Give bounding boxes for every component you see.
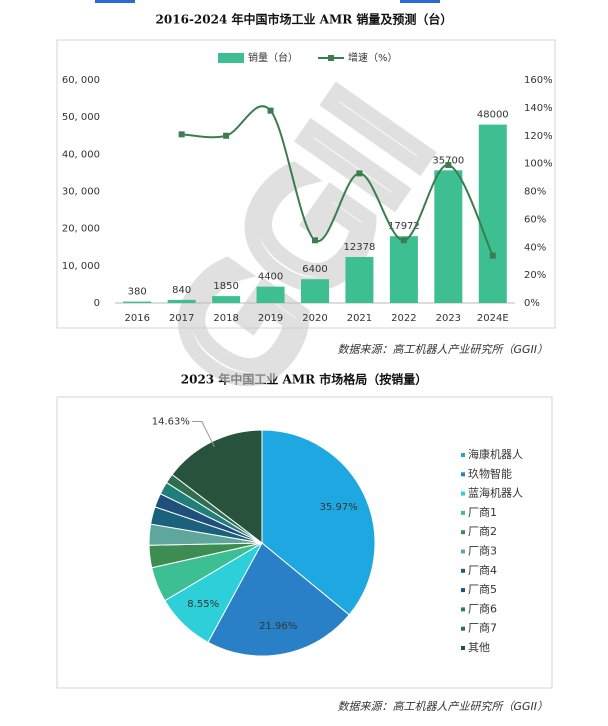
legend-label: 蓝海机器人 [468,486,523,500]
bar [212,296,241,303]
legend-swatch [461,453,465,457]
y-tick-label: 10, 000 [62,261,100,272]
legend-label: 厂商7 [468,621,497,635]
x-tick-label: 2024E [477,313,509,324]
value-label: 35700 [432,155,464,166]
value-label: 17972 [388,221,420,232]
marker [489,252,496,259]
legend-label: 玖物智能 [468,466,512,480]
slice [207,542,350,657]
value-label: 48000 [477,110,509,121]
chart-title: 2016-2024 年中国市场工业 AMR 销量及预测（台） [156,12,453,27]
x-tick-label: 2020 [302,313,327,324]
y2-tick-label: 120% [524,131,553,142]
y-tick-label: 20, 000 [62,224,100,235]
marker [178,131,185,138]
legend-swatch [461,491,465,496]
bar [123,301,152,303]
slice [261,429,376,616]
bar [389,236,418,303]
y2-tick-label: 0% [524,298,540,309]
bar [434,170,463,303]
source: 数据来源：高工机器人产业研究所（GGII） [337,700,548,713]
legend-swatch [461,646,465,650]
x-tick-label: 2017 [169,313,194,324]
value-label: 12378 [344,242,376,253]
x-tick-label: 2019 [258,313,283,324]
y2-tick-label: 40% [524,242,546,253]
legend-swatch [461,588,465,593]
legend-swatch [218,53,244,63]
bar [301,279,329,303]
y-tick-label: 40, 000 [62,149,100,160]
marker [223,132,230,139]
frame [56,396,553,689]
legend-swatch [328,55,334,61]
legend-label: 厂商4 [468,563,497,577]
y2-tick-label: 160% [524,75,553,86]
bar [478,124,507,303]
marker [267,107,274,114]
legend-label: 销量（台） [248,51,298,64]
chart-title: 2023 年中国工业 AMR 市场格局（按销量） [181,372,428,387]
legend-label: 厂商2 [468,524,497,538]
y-tick-label: 30, 000 [62,187,100,198]
value-label: 6400 [302,264,327,275]
x-tick-label: 2021 [347,313,372,324]
value-label: 380 [128,287,147,298]
x-tick-label: 2018 [213,313,238,324]
source: 数据来源：高工机器人产业研究所（GGII） [337,343,548,356]
x-tick-label: 2023 [436,313,461,324]
value-label: 8.55% [187,599,219,610]
x-tick-label: 2022 [391,313,416,324]
frame [56,39,556,329]
legend-swatch [461,549,465,554]
value-label: 4400 [258,272,283,283]
legend-label: 厂商5 [468,582,497,596]
marker [312,237,318,244]
legend-swatch [461,568,465,573]
y-tick-label: 0 [94,298,100,309]
y2-tick-label: 80% [524,187,546,198]
y-tick-label: 50, 000 [62,112,100,123]
marker [445,162,452,169]
bar [256,286,285,303]
legend-label: 厂商6 [468,601,497,615]
value-label: 35.97% [320,502,358,513]
bar [167,299,196,303]
value-label: 840 [172,285,191,296]
legend-label: 厂商3 [468,544,497,558]
legend-label: 增速（%） [348,51,398,64]
deco [400,0,440,3]
value-label: 14.63% [152,416,190,427]
legend-label: 其他 [468,641,490,654]
legend-swatch [461,472,465,477]
legend-swatch [461,626,465,631]
y-tick-label: 60, 000 [62,75,100,86]
legend-swatch [461,530,465,535]
bar [345,256,374,303]
value-label: 1850 [213,281,238,292]
y2-tick-label: 20% [524,270,546,281]
marker [356,170,363,177]
value-label: 21.96% [259,621,297,632]
y2-tick-label: 60% [524,214,546,225]
deco [95,0,135,3]
legend-swatch [461,510,465,515]
legend-label: 海康机器人 [468,447,523,461]
leader [191,420,215,448]
y2-tick-label: 140% [524,103,553,114]
marker [400,237,407,244]
y2-tick-label: 100% [524,159,553,170]
legend-swatch [461,607,465,612]
legend-label: 厂商1 [468,505,497,519]
x-tick-label: 2016 [124,313,149,324]
